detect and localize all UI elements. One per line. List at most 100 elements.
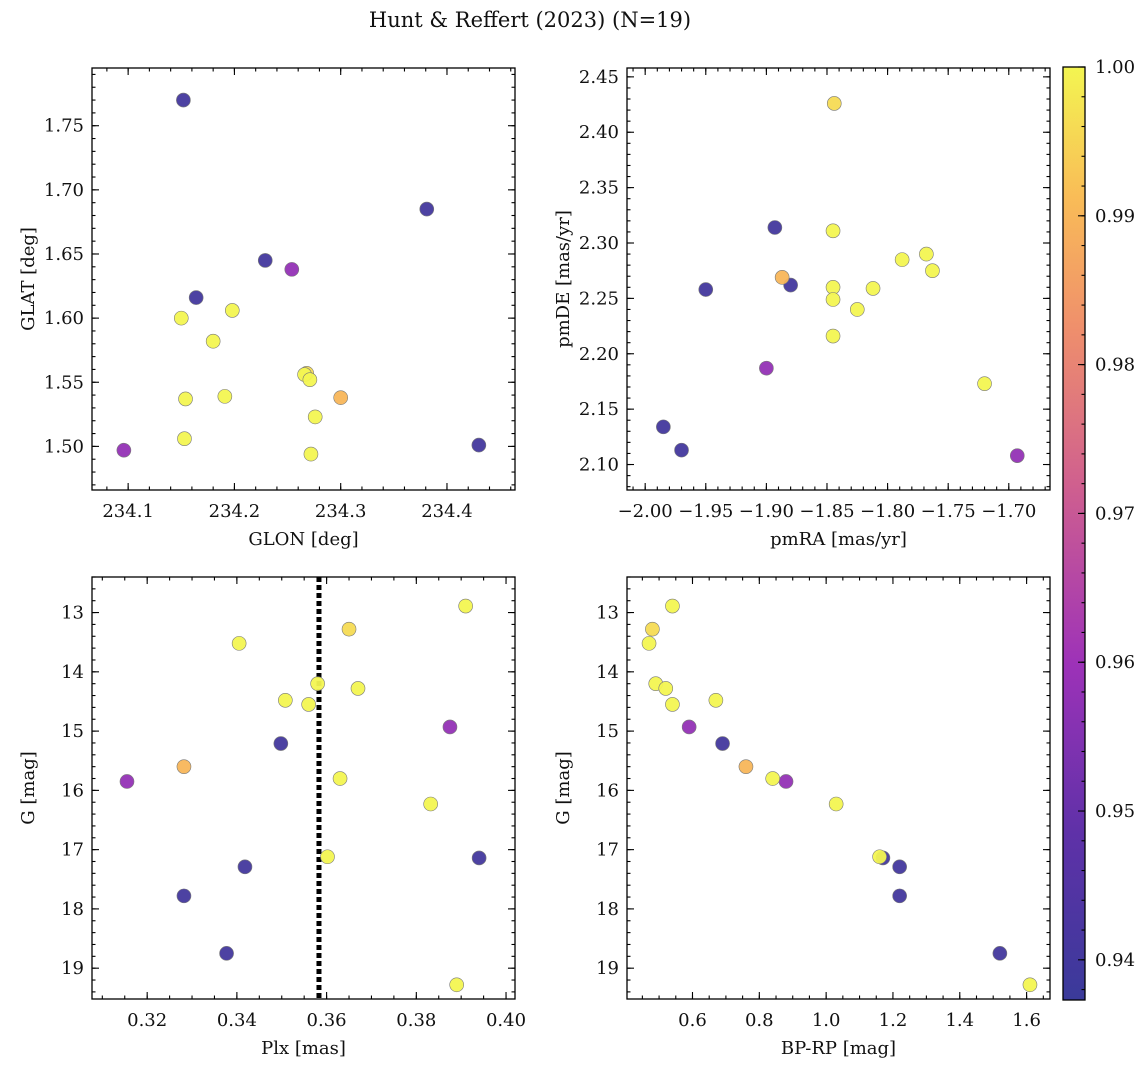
- y-tick-label: 1.75: [44, 116, 84, 137]
- markers: [656, 96, 1025, 463]
- data-point: [231, 636, 247, 651]
- data-point: [828, 796, 844, 812]
- data-point: [656, 419, 671, 435]
- data-point: [173, 310, 189, 326]
- ticks: [627, 68, 1050, 490]
- y-tick-label: 15: [596, 721, 619, 742]
- y-tick-label: 17: [61, 840, 84, 861]
- y-axis-label: G [mag]: [553, 751, 574, 824]
- colorbar-tick-label: 0.99: [1095, 206, 1135, 227]
- x-tick-label: 234.4: [421, 501, 473, 522]
- y-tick-label: 1.50: [44, 436, 84, 457]
- x-tick-label: 0.32: [127, 1010, 167, 1031]
- data-point: [176, 92, 191, 108]
- x-tick-label: 1.2: [879, 1010, 908, 1031]
- y-tick-label: 2.40: [579, 122, 619, 143]
- data-point: [919, 246, 934, 262]
- axes-frame: [91, 576, 516, 1000]
- colorbar-gradient: [1063, 67, 1085, 1000]
- x-tick-label: 0.38: [396, 1010, 436, 1031]
- y-tick-label: 18: [61, 899, 84, 920]
- data-point: [665, 598, 680, 614]
- data-point: [178, 391, 193, 407]
- data-point: [765, 771, 780, 786]
- y-tick-label: 1.70: [44, 180, 84, 201]
- y-tick-label: 2.45: [579, 67, 619, 88]
- data-point: [715, 736, 730, 751]
- data-point: [681, 719, 697, 735]
- data-point: [471, 850, 487, 866]
- x-tick-label: −1.75: [921, 501, 976, 522]
- data-point: [419, 201, 435, 217]
- data-point: [778, 774, 794, 789]
- data-point: [176, 888, 192, 904]
- data-point: [176, 759, 192, 774]
- axes-frame: [626, 576, 1051, 1000]
- panel-2: −2.00 −1.95 −1.90 −1.85 −1.80 −1.75 −1.70 2.10 2…: [553, 67, 1051, 550]
- markers: [641, 598, 1038, 993]
- data-point: [273, 736, 289, 751]
- data-point: [872, 849, 887, 865]
- x-tick-label: −2.00: [618, 501, 673, 522]
- data-point: [1009, 448, 1025, 463]
- y-axis-label: GLAT [deg]: [18, 227, 39, 331]
- data-point: [698, 282, 714, 297]
- y-tick-label: 14: [61, 662, 84, 683]
- panel-1: 234.1 234.2 234.3 234.4 1.50 1.55 1.60 1.65 1.70…: [18, 67, 516, 550]
- data-point: [119, 774, 135, 789]
- data-point: [278, 692, 293, 708]
- data-point: [423, 796, 438, 812]
- data-point: [303, 446, 319, 462]
- figure-title: Hunt & Reffert (2023) (N=19): [369, 8, 691, 32]
- axes-frame: [91, 67, 516, 491]
- data-point: [177, 431, 192, 446]
- markers: [119, 577, 487, 999]
- data-point: [224, 303, 240, 318]
- data-point: [645, 621, 660, 637]
- y-tick-label: 16: [596, 780, 619, 801]
- colorbar: 0.94 0.95 0.96 0.97 0.98 0.99 1.00: [1062, 57, 1135, 1001]
- x-tick-label: 1.6: [1012, 1010, 1041, 1031]
- x-tick-label: 234.3: [315, 501, 367, 522]
- x-tick-label: 0.40: [486, 1010, 526, 1031]
- data-point: [205, 333, 221, 349]
- y-tick-label: 2.15: [579, 399, 619, 420]
- data-point: [284, 262, 300, 277]
- data-point: [708, 692, 724, 708]
- data-point: [350, 681, 366, 696]
- panels: 234.1 234.2 234.3 234.4 1.50 1.55 1.60 1.65 1.70…: [18, 67, 1051, 1059]
- data-point: [738, 759, 754, 774]
- colorbar-tick-label: 0.96: [1095, 652, 1135, 673]
- data-point: [217, 389, 233, 404]
- ticks: [92, 576, 515, 999]
- x-tick-label: 0.6: [678, 1010, 707, 1031]
- colorbar-tick-label: 0.97: [1095, 503, 1135, 524]
- y-tick-label: 2.35: [579, 178, 619, 199]
- data-point: [332, 771, 348, 786]
- y-tick-label: 2.30: [579, 233, 619, 254]
- data-point: [301, 697, 316, 712]
- data-point: [320, 849, 335, 865]
- data-point: [1022, 977, 1038, 993]
- x-tick-label: 234.1: [102, 501, 154, 522]
- data-point: [992, 946, 1008, 961]
- panel-3: 0.32 0.34 0.36 0.38 0.40 13 14 15 16 17 18 19 Plx [m…: [18, 576, 526, 1059]
- x-tick-label: −1.90: [739, 501, 794, 522]
- data-point: [341, 621, 357, 637]
- x-tick-label: −1.95: [678, 501, 733, 522]
- y-tick-label: 2.10: [579, 455, 619, 476]
- data-point: [237, 859, 253, 875]
- data-point: [865, 281, 881, 296]
- y-tick-label: 18: [596, 899, 619, 920]
- ticks: [92, 68, 515, 490]
- y-tick-label: 13: [596, 603, 619, 624]
- data-point: [759, 360, 774, 376]
- data-point: [977, 376, 992, 391]
- data-point: [307, 409, 323, 425]
- data-point: [774, 270, 790, 285]
- x-tick-label: 0.8: [745, 1010, 774, 1031]
- data-point: [894, 252, 910, 267]
- data-point: [333, 390, 348, 405]
- x-axis-label: BP-RP [mag]: [781, 1038, 896, 1059]
